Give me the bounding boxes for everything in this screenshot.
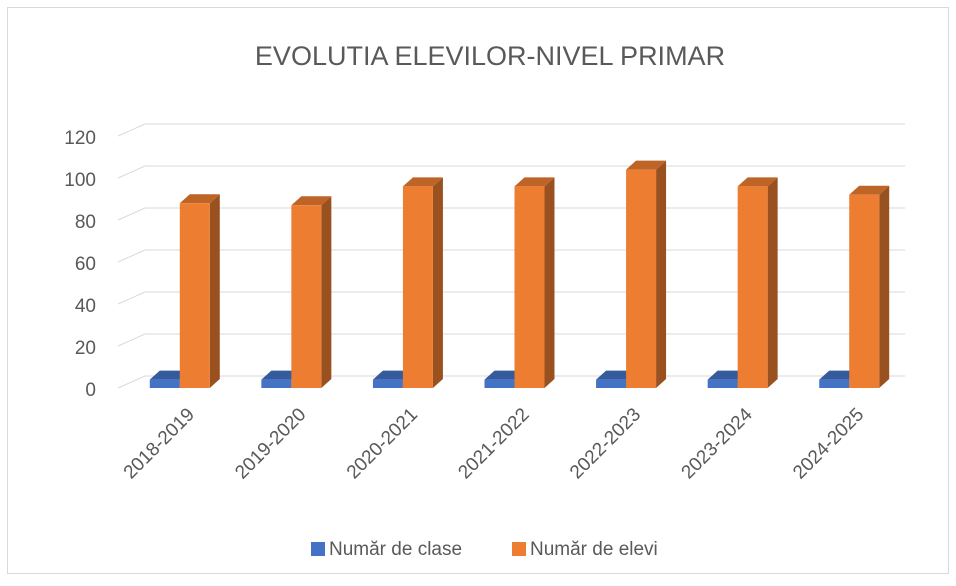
bar-face (849, 185, 890, 195)
legend-label: Număr de elevi (530, 539, 658, 560)
bar (291, 196, 332, 388)
chart-title: EVOLUTIA ELEVILOR-NIVEL PRIMAR (255, 41, 725, 71)
bar-face (626, 169, 657, 388)
bar-face (819, 379, 850, 388)
bar-face (179, 194, 220, 204)
legend-label: Număr de clase (329, 539, 462, 560)
y-tick-label: 0 (85, 380, 96, 401)
bar (402, 177, 443, 388)
bar-face (321, 196, 332, 388)
bar-face (402, 186, 433, 388)
bar-face (209, 194, 220, 388)
y-tick-label: 60 (75, 254, 96, 275)
legend-swatch (512, 542, 526, 556)
bar-face (849, 194, 880, 388)
bar (179, 194, 220, 388)
bar-face (656, 160, 667, 388)
legend-swatch (311, 542, 325, 556)
bar-face (737, 186, 768, 388)
bar (849, 185, 890, 388)
y-tick-label: 80 (75, 212, 96, 233)
bar-face (879, 185, 890, 388)
bar-face (484, 379, 515, 388)
chart-border (7, 7, 949, 574)
y-tick-label: 20 (75, 338, 96, 359)
bar-face (544, 177, 555, 388)
bar-face (707, 379, 738, 388)
bar-face (626, 160, 667, 170)
bar-face (514, 177, 555, 187)
y-tick-label: 40 (75, 296, 96, 317)
bar (737, 177, 778, 388)
bar-face (402, 177, 443, 187)
bar-face (596, 379, 627, 388)
bar (626, 160, 667, 388)
y-tick-label: 100 (64, 170, 96, 191)
bar-face (291, 205, 322, 388)
bar-face (291, 196, 332, 206)
bar-face (179, 203, 210, 388)
bar-face (372, 379, 403, 388)
y-tick-label: 120 (64, 128, 96, 149)
bar (514, 177, 555, 388)
bar-face (261, 379, 292, 388)
bar-face (149, 379, 180, 388)
bar-face (514, 186, 545, 388)
grid-line (117, 123, 905, 137)
bar-face (737, 177, 778, 187)
bar-face (432, 177, 443, 388)
bar-face (767, 177, 778, 388)
